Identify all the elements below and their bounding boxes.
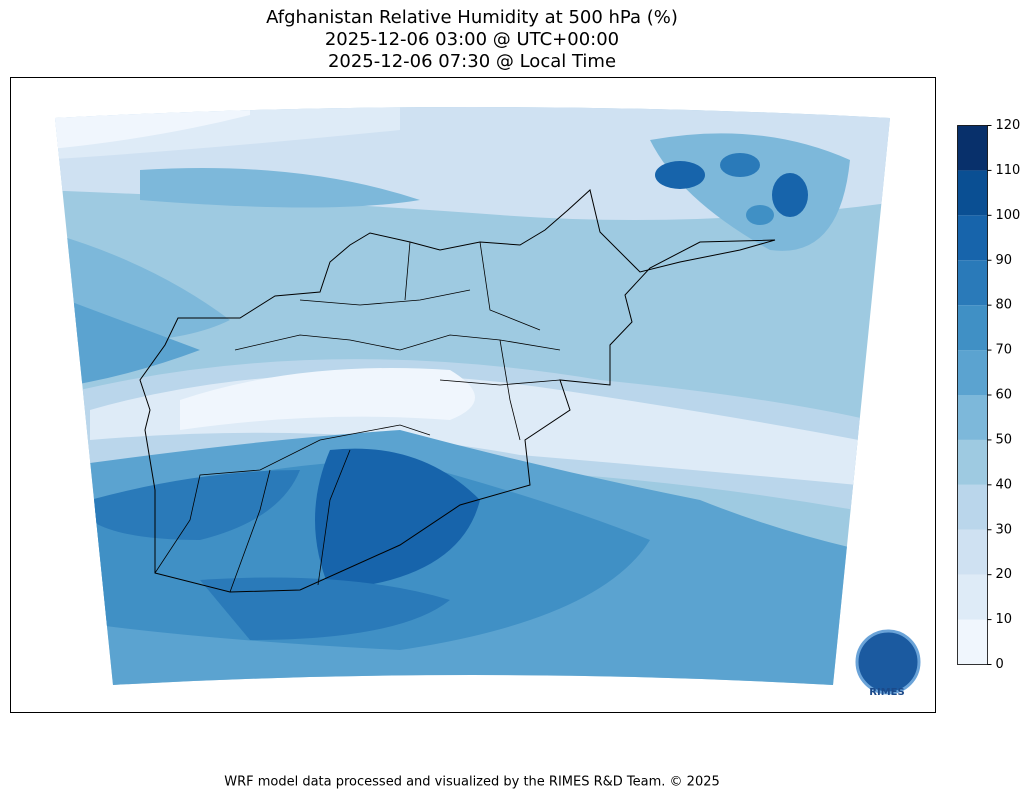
colorbar-band — [957, 439, 988, 485]
colorbar-band — [957, 125, 988, 171]
title: Afghanistan Relative Humidity at 500 hPa… — [266, 7, 678, 28]
logo-text: RIMES — [869, 687, 904, 698]
time-utc: 2025-12-06 03:00 @ UTC+00:00 — [325, 29, 619, 50]
colorbar-tick-label: 50 — [996, 432, 1013, 447]
colorbar-band — [957, 484, 988, 530]
colorbar-tick-label: 70 — [996, 343, 1013, 358]
colorbar-tick-label: 100 — [996, 208, 1021, 223]
colorbar-band — [957, 260, 988, 306]
colorbar-band — [957, 619, 988, 665]
colorbar-frame — [957, 125, 988, 665]
colorbar-tick-label: 90 — [996, 253, 1013, 268]
province-borders — [154, 241, 561, 593]
colorbar-tick-label: 10 — [996, 612, 1013, 627]
colorbar-band — [957, 215, 988, 261]
colorbar-tick-label: 80 — [996, 298, 1013, 313]
colorbar-tick-label: 30 — [996, 522, 1013, 537]
logo-emblem — [855, 629, 921, 695]
colorbar-tick-label: 60 — [996, 388, 1013, 403]
colorbar-band — [957, 170, 988, 216]
colorbar-tick-label: 20 — [996, 567, 1013, 582]
logo: RIMES — [855, 629, 921, 698]
colorbar-tick-label: 120 — [996, 118, 1021, 133]
colorbar: 0 10 20 30 40 50 60 70 80 90 100 110 120 — [957, 118, 1021, 672]
colorbar-tick-label: 0 — [996, 657, 1004, 672]
colorbar-tick-label: 40 — [996, 477, 1013, 492]
country-border — [139, 189, 776, 593]
time-local: 2025-12-06 07:30 @ Local Time — [328, 51, 616, 72]
colorbar-band — [957, 305, 988, 351]
colorbar-tick-label: 110 — [996, 163, 1021, 178]
colorbar-band — [957, 574, 988, 620]
colorbar-band — [957, 350, 988, 395]
colorbar-band — [957, 529, 988, 575]
colorbar-band — [957, 395, 988, 440]
footer: WRF model data processed and visualized … — [224, 775, 720, 790]
humidity-field — [55, 107, 890, 685]
